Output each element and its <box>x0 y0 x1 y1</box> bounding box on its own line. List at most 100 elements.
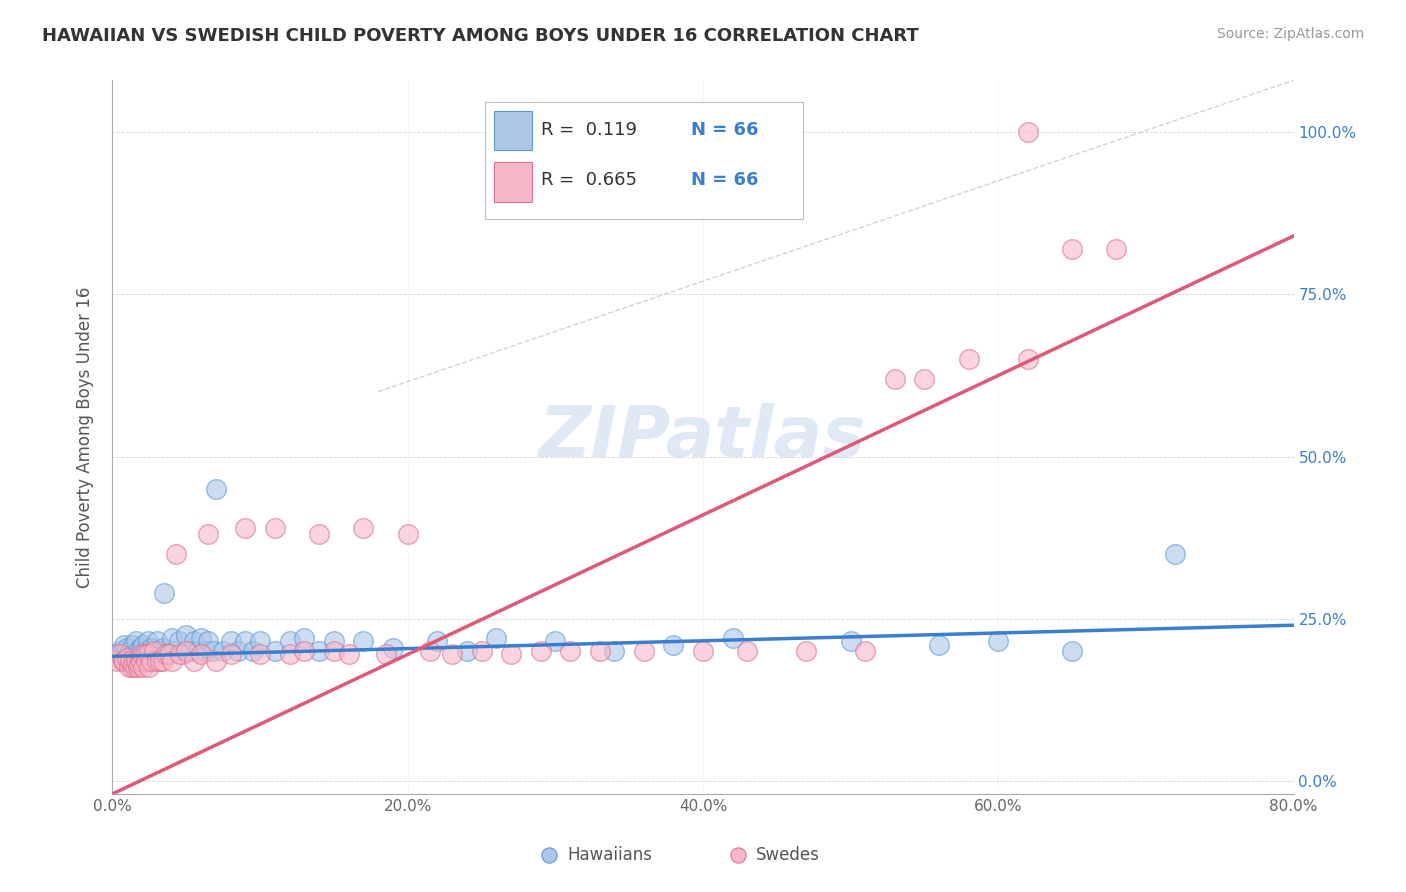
FancyBboxPatch shape <box>494 111 531 150</box>
Point <box>183 634 205 648</box>
Point <box>662 638 685 652</box>
Text: R =  0.665: R = 0.665 <box>541 171 637 189</box>
Point <box>136 634 159 648</box>
Point <box>796 644 818 658</box>
Point <box>167 634 190 648</box>
Point <box>1017 352 1039 367</box>
Point <box>187 644 209 658</box>
Point <box>249 648 271 662</box>
Text: N = 66: N = 66 <box>692 171 759 189</box>
Text: Hawaiians: Hawaiians <box>567 846 652 863</box>
Point <box>155 648 177 662</box>
Point <box>121 660 143 674</box>
Point <box>633 644 655 658</box>
Point <box>134 648 156 662</box>
Point <box>855 644 877 658</box>
Point <box>884 372 907 386</box>
Point <box>152 654 174 668</box>
Point <box>197 527 219 541</box>
Point <box>108 648 131 662</box>
Point <box>124 654 146 668</box>
Point <box>118 660 141 674</box>
Point <box>558 644 582 658</box>
Point <box>219 634 242 648</box>
Point <box>264 644 287 658</box>
Point <box>1164 547 1187 561</box>
Point <box>278 634 301 648</box>
Point <box>128 648 150 662</box>
Point <box>419 644 441 658</box>
Point <box>112 638 135 652</box>
Point <box>127 660 149 674</box>
Point <box>146 654 169 668</box>
Point <box>647 829 671 843</box>
Point <box>136 648 159 662</box>
Point <box>264 521 287 535</box>
Point <box>124 660 146 674</box>
Point <box>308 644 330 658</box>
Point <box>149 654 172 668</box>
Point <box>125 654 148 668</box>
Point <box>226 644 249 658</box>
Point <box>174 644 197 658</box>
Text: HAWAIIAN VS SWEDISH CHILD POVERTY AMONG BOYS UNDER 16 CORRELATION CHART: HAWAIIAN VS SWEDISH CHILD POVERTY AMONG … <box>42 27 920 45</box>
Point <box>108 644 131 658</box>
Point <box>470 644 494 658</box>
Text: N = 66: N = 66 <box>692 121 759 139</box>
Point <box>205 654 228 668</box>
Point <box>205 482 228 496</box>
Point <box>169 648 191 662</box>
Point <box>426 634 449 648</box>
Point <box>987 634 1010 648</box>
Point <box>111 648 134 662</box>
FancyBboxPatch shape <box>485 102 803 219</box>
Point <box>131 648 153 662</box>
Point <box>128 657 150 672</box>
Point <box>138 660 160 674</box>
Point <box>135 654 157 668</box>
Point <box>501 648 523 662</box>
Point <box>152 640 174 655</box>
Point <box>156 648 179 662</box>
Point <box>190 648 212 662</box>
Point <box>323 634 346 648</box>
Point <box>352 634 374 648</box>
Point <box>148 644 170 658</box>
Point <box>120 654 142 668</box>
Point <box>160 631 183 645</box>
Text: R =  0.119: R = 0.119 <box>541 121 637 139</box>
Point <box>157 648 180 662</box>
Point <box>374 648 396 662</box>
Point <box>139 640 162 655</box>
Point <box>117 650 138 665</box>
Point <box>142 644 165 658</box>
Point <box>233 521 256 535</box>
Point <box>111 654 134 668</box>
Point <box>957 352 980 367</box>
Point <box>292 631 315 645</box>
Point <box>129 640 152 655</box>
Point <box>129 654 152 668</box>
Point <box>139 654 162 668</box>
Point <box>588 644 610 658</box>
Point <box>884 829 907 843</box>
Point <box>132 660 155 674</box>
Point <box>122 638 145 652</box>
Point <box>121 648 143 662</box>
Point <box>382 640 405 655</box>
Point <box>160 654 183 668</box>
Point <box>190 631 212 645</box>
Point <box>183 654 205 668</box>
Point <box>441 648 464 662</box>
Point <box>212 644 235 658</box>
Point <box>292 644 315 658</box>
Text: Swedes: Swedes <box>756 846 820 863</box>
Point <box>1062 644 1084 658</box>
Point <box>603 644 626 658</box>
Point <box>132 638 155 652</box>
Text: ZIPatlas: ZIPatlas <box>540 402 866 472</box>
Text: Source: ZipAtlas.com: Source: ZipAtlas.com <box>1216 27 1364 41</box>
Point <box>1062 242 1084 256</box>
Point <box>172 648 194 662</box>
Point <box>737 644 759 658</box>
